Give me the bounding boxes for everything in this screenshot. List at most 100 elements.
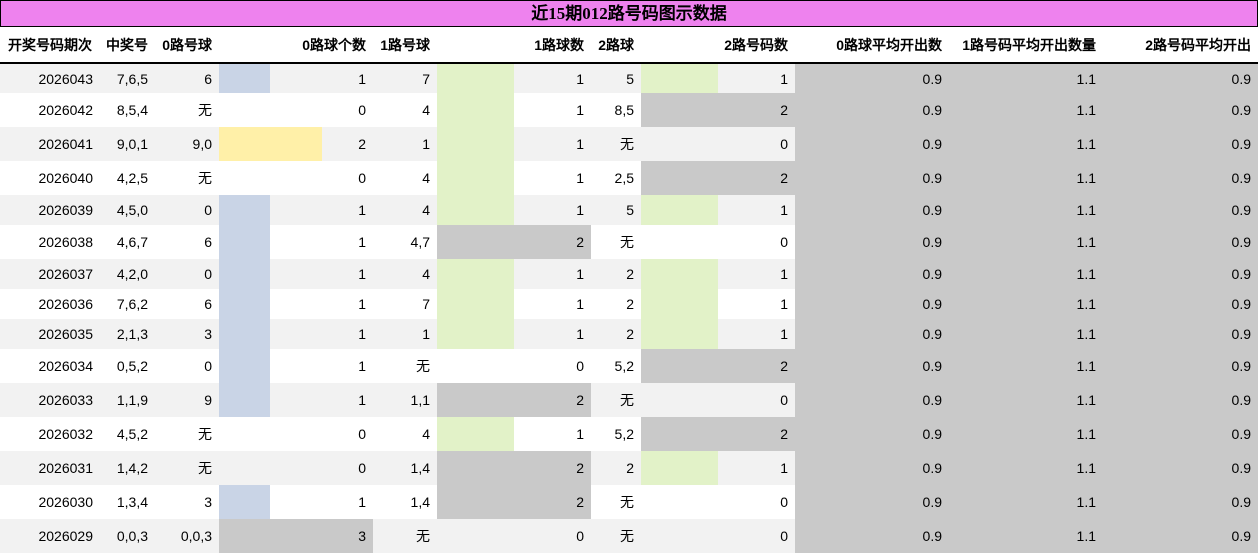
cell-road0-count[interactable]: 0 [219,161,373,195]
cell-road1-count[interactable]: 0 [437,519,591,553]
cell-road2-avg[interactable]: 0.9 [1103,93,1258,127]
cell-period[interactable]: 2026035 [0,319,100,349]
cell-road2-balls[interactable]: 无 [591,519,641,553]
cell-road2-count[interactable]: 1 [641,63,795,93]
cell-road2-count[interactable]: 0 [641,519,795,553]
cell-road0-avg[interactable]: 0.9 [795,349,949,383]
header-road1-count[interactable]: 1路球数 [437,27,591,64]
cell-period[interactable]: 2026029 [0,519,100,553]
cell-winning-number[interactable]: 1,4,2 [100,451,155,485]
cell-road2-avg[interactable]: 0.9 [1103,519,1258,553]
cell-road0-avg[interactable]: 0.9 [795,127,949,161]
cell-road2-count[interactable]: 1 [641,195,795,225]
cell-road1-avg[interactable]: 1.1 [949,383,1103,417]
cell-road2-avg[interactable]: 0.9 [1103,63,1258,93]
cell-period[interactable]: 2026031 [0,451,100,485]
cell-period[interactable]: 2026036 [38,296,93,312]
cell-road1-balls[interactable]: 无 [416,358,430,374]
cell-road2-count[interactable]: 2 [641,161,795,195]
cell-road2-balls[interactable]: 2 [591,319,641,349]
cell-road0-avg[interactable]: 0.9 [795,383,949,417]
cell-road1-count[interactable]: 2 [437,225,591,259]
cell-road1-avg[interactable]: 1.1 [949,451,1103,485]
cell-road0-count[interactable]: 0 [219,93,373,127]
cell-road0-avg[interactable]: 0.9 [795,259,949,289]
cell-road0-count[interactable]: 1 [219,349,373,383]
cell-road1-count[interactable]: 1 [437,195,591,225]
cell-road0-count[interactable]: 2 [219,127,373,161]
cell-road2-avg[interactable]: 0.9 [1103,127,1258,161]
cell-winning-number[interactable]: 9,0,1 [100,127,155,161]
cell-road0-balls[interactable]: 6 [155,63,219,93]
cell-road2-count[interactable]: 1 [641,319,795,349]
cell-road0-avg[interactable]: 0.9 [795,519,949,553]
cell-winning-number[interactable]: 0,0,3 [100,519,155,553]
cell-road2-balls[interactable]: 5,2 [614,426,634,442]
cell-road1-avg[interactable]: 1.1 [949,259,1103,289]
cell-road0-balls[interactable]: 0 [155,195,219,225]
cell-road0-count[interactable]: 1 [219,63,373,93]
cell-road1-count[interactable]: 1 [437,93,591,127]
cell-road0-count[interactable]: 1 [219,319,373,349]
cell-road0-balls[interactable]: 9 [155,383,219,417]
cell-road2-balls[interactable]: 2,5 [614,170,634,186]
cell-road2-balls[interactable]: 8,5 [614,102,634,118]
cell-winning-number[interactable]: 4,6,7 [116,234,148,250]
cell-road0-balls[interactable]: 无 [198,170,212,186]
cell-road1-avg[interactable]: 1.1 [949,519,1103,553]
cell-road0-balls[interactable]: 无 [198,426,212,442]
cell-road1-balls[interactable]: 1 [373,127,437,161]
header-road0-avg[interactable]: 0路球平均开出数 [795,27,949,64]
cell-road0-balls[interactable]: 6 [204,234,212,250]
cell-road1-balls[interactable]: 4 [422,102,430,118]
header-road0-balls[interactable]: 0路号球 [155,27,219,64]
cell-road0-count[interactable]: 1 [219,289,373,319]
cell-road1-avg[interactable]: 1.1 [949,319,1103,349]
cell-road0-balls[interactable]: 0,0,3 [155,519,219,553]
cell-road0-count[interactable]: 0 [219,451,373,485]
cell-winning-number[interactable]: 1,1,9 [100,383,155,417]
cell-road1-count[interactable]: 1 [437,127,591,161]
cell-road1-count[interactable]: 1 [437,417,591,451]
cell-road1-balls[interactable]: 4,7 [410,234,430,250]
cell-road2-avg[interactable]: 0.9 [1103,451,1258,485]
cell-road0-avg[interactable]: 0.9 [795,417,949,451]
cell-road0-avg[interactable]: 0.9 [795,195,949,225]
cell-road1-avg[interactable]: 1.1 [949,417,1103,451]
cell-road2-balls[interactable]: 2 [591,259,641,289]
cell-road0-count[interactable]: 1 [219,195,373,225]
cell-road0-avg[interactable]: 0.9 [795,289,949,319]
cell-road0-count[interactable]: 0 [219,417,373,451]
cell-period[interactable]: 2026039 [0,195,100,225]
cell-road1-balls[interactable]: 7 [422,296,430,312]
cell-road2-avg[interactable]: 0.9 [1103,259,1258,289]
cell-road2-avg[interactable]: 0.9 [1103,225,1258,259]
cell-road1-avg[interactable]: 1.1 [949,161,1103,195]
cell-road1-count[interactable]: 1 [437,289,591,319]
cell-road1-balls[interactable]: 1,4 [410,494,430,510]
header-road2-avg[interactable]: 2路号码平均开出 [1103,27,1258,64]
cell-road2-balls[interactable]: 5,2 [614,358,634,374]
cell-road1-count[interactable]: 2 [437,485,591,519]
header-period[interactable]: 开奖号码期次 [0,27,100,64]
cell-road1-balls[interactable]: 4 [422,426,430,442]
cell-period[interactable]: 2026033 [0,383,100,417]
cell-winning-number[interactable]: 4,2,5 [116,170,148,186]
cell-road1-count[interactable]: 2 [437,383,591,417]
cell-road0-avg[interactable]: 0.9 [795,225,949,259]
cell-road2-count[interactable]: 0 [641,225,795,259]
cell-road2-count[interactable]: 2 [641,349,795,383]
cell-road0-count[interactable]: 1 [219,225,373,259]
cell-road1-balls[interactable]: 无 [373,519,437,553]
cell-road0-avg[interactable]: 0.9 [795,93,949,127]
cell-road2-count[interactable]: 1 [641,259,795,289]
cell-period[interactable]: 2026034 [38,358,93,374]
cell-road0-balls[interactable]: 无 [155,451,219,485]
cell-road1-avg[interactable]: 1.1 [949,195,1103,225]
cell-road1-avg[interactable]: 1.1 [949,225,1103,259]
cell-road2-count[interactable]: 2 [641,417,795,451]
cell-road2-balls[interactable]: 无 [620,494,634,510]
cell-road0-count[interactable]: 1 [219,383,373,417]
cell-road1-avg[interactable]: 1.1 [949,93,1103,127]
header-road0-count[interactable]: 0路球个数 [219,27,373,64]
